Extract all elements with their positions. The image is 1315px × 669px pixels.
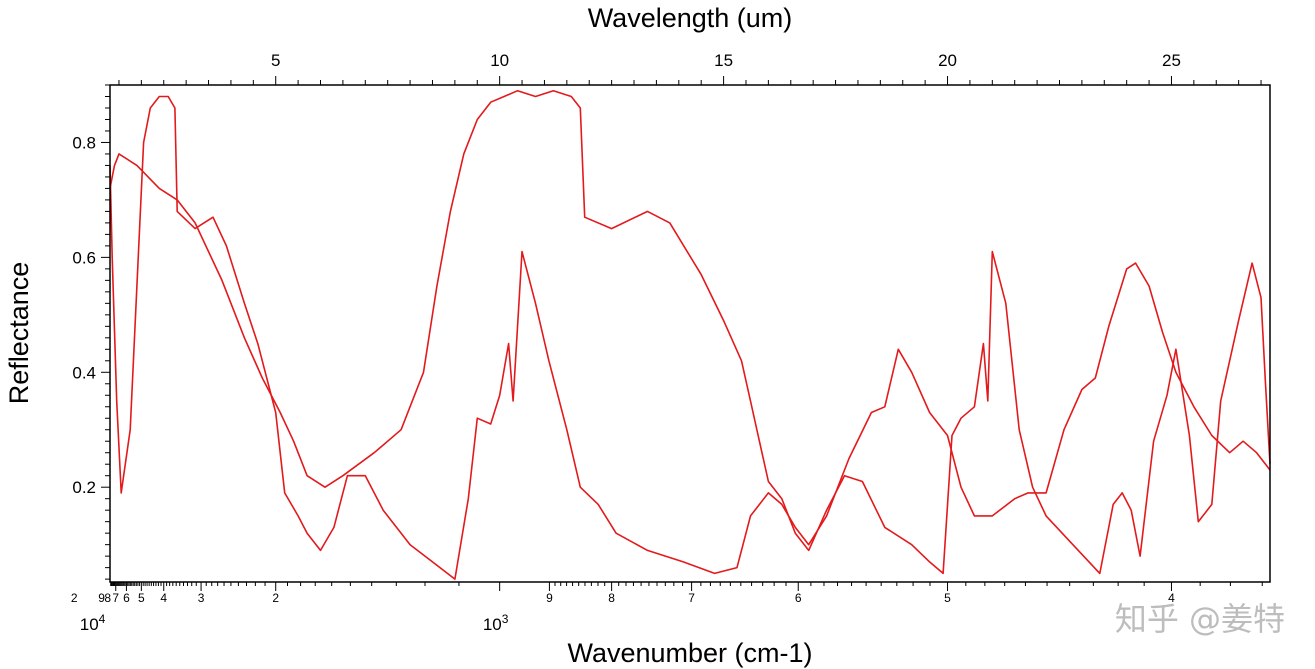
watermark-text: 知乎 @姜特	[1115, 600, 1285, 638]
bottom-tick-label: 2	[272, 591, 279, 605]
bottom-axis-title: Wavenumber (cm-1)	[567, 638, 812, 668]
bottom-tick-label: 5	[138, 591, 145, 605]
bottom-tick-label: 5	[944, 591, 951, 605]
plot-frame	[109, 84, 1271, 583]
bottom-tick-label: 6	[123, 591, 130, 605]
series-layer	[109, 89, 1271, 580]
bottom-tick-label: 6	[795, 591, 802, 605]
y-tick-label: 0.6	[72, 248, 96, 267]
top-tick-label: 5	[271, 51, 280, 70]
series-line-curve-1	[109, 89, 1271, 575]
series-line-curve-2	[109, 95, 1271, 580]
top-tick-label: 25	[1162, 51, 1181, 70]
top-axis-title: Wavelength (um)	[588, 3, 793, 33]
top-tick-label: 10	[490, 51, 509, 70]
top-tick-label: 15	[714, 51, 733, 70]
y-tick-label: 0.8	[72, 133, 96, 152]
bottom-tick-label: 3	[198, 591, 205, 605]
bottom-tick-label: 4	[160, 591, 167, 605]
top-tick-label: 20	[938, 51, 957, 70]
bottom-tick-label: 2	[71, 591, 78, 605]
bottom-tick-label: 7	[688, 591, 695, 605]
y-axis-title: Reflectance	[4, 262, 34, 405]
y-tick-label: 0.2	[72, 478, 96, 497]
bottom-decade-label: 103	[483, 612, 509, 634]
bottom-decade-label: 104	[80, 612, 106, 634]
bottom-tick-label: 8	[608, 591, 615, 605]
bottom-tick-label: 9	[98, 591, 105, 605]
bottom-tick-label: 9	[546, 591, 553, 605]
bottom-tick-label: 4	[1168, 591, 1175, 605]
y-tick-label: 0.4	[72, 363, 96, 382]
bottom-tick-label: 7	[112, 591, 119, 605]
bottom-tick-label: 8	[104, 591, 111, 605]
